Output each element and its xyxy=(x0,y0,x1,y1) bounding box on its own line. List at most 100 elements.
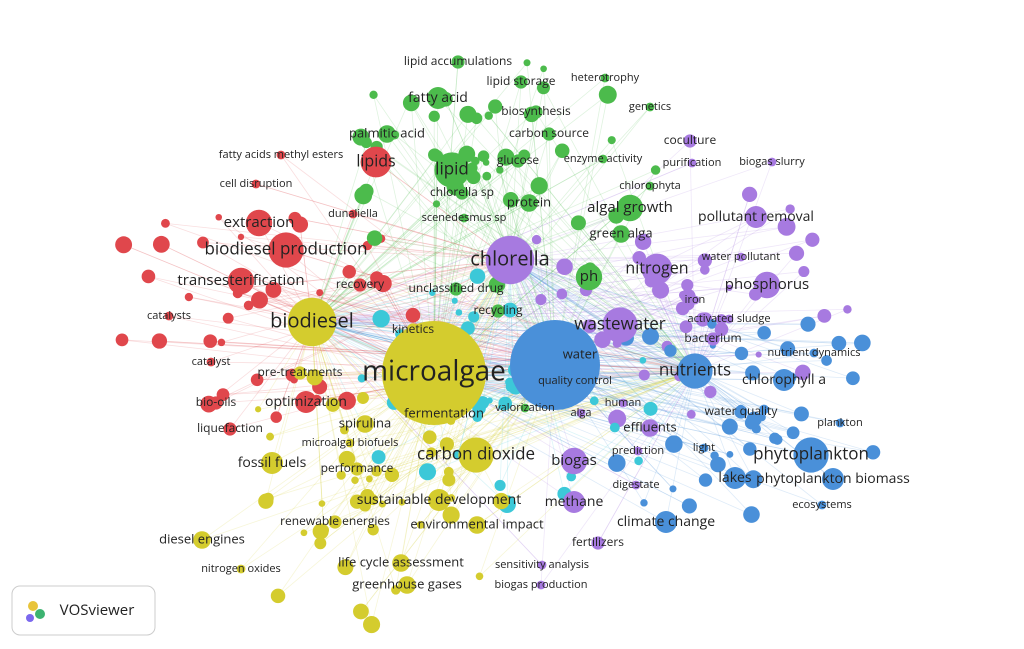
node xyxy=(540,65,547,73)
node xyxy=(683,134,697,148)
node xyxy=(405,307,421,323)
edge xyxy=(494,106,511,261)
node xyxy=(514,75,528,89)
logo-text: VOSviewer xyxy=(60,600,135,620)
edge xyxy=(578,222,696,372)
node-label: microalgal biofuels xyxy=(302,435,399,450)
edge xyxy=(445,99,556,363)
edge xyxy=(237,292,556,363)
node-label: liquefaction xyxy=(197,419,263,436)
node xyxy=(432,200,441,208)
edge xyxy=(255,183,511,261)
node xyxy=(482,171,492,181)
node xyxy=(237,233,245,241)
node xyxy=(726,284,733,291)
edge xyxy=(433,371,803,376)
node xyxy=(337,391,356,410)
node xyxy=(710,451,719,460)
edge xyxy=(360,361,556,612)
edge xyxy=(311,321,379,458)
edge xyxy=(321,370,696,504)
node xyxy=(265,283,275,293)
edge xyxy=(240,361,556,570)
edge xyxy=(311,309,848,323)
edge xyxy=(273,289,696,372)
node xyxy=(416,520,425,529)
node xyxy=(560,447,588,475)
node xyxy=(378,500,386,508)
edge xyxy=(299,370,696,374)
node-label: chlorella sp xyxy=(430,183,494,200)
node xyxy=(488,99,503,114)
node xyxy=(652,281,670,299)
edge xyxy=(311,169,656,323)
node-label: coculture xyxy=(664,131,717,148)
node-label: recycling xyxy=(473,301,523,318)
node xyxy=(245,209,273,237)
edge xyxy=(311,155,525,323)
node xyxy=(846,371,860,386)
node xyxy=(795,364,811,381)
edge xyxy=(585,289,696,372)
edge xyxy=(311,321,432,453)
edge xyxy=(346,370,696,460)
edge xyxy=(168,315,556,363)
node xyxy=(485,235,535,285)
node xyxy=(809,348,819,358)
node xyxy=(785,204,795,214)
node xyxy=(206,357,216,367)
edge xyxy=(311,275,478,323)
node-label: fertilizers xyxy=(572,533,624,550)
edge xyxy=(210,259,511,363)
node-label: methane xyxy=(545,492,604,511)
edge xyxy=(311,158,604,323)
edge xyxy=(457,259,511,455)
node xyxy=(372,310,390,328)
node-label: algal growth xyxy=(587,197,673,217)
node xyxy=(753,271,781,299)
node xyxy=(707,319,717,329)
edge xyxy=(311,161,773,323)
edge xyxy=(311,202,530,323)
edge xyxy=(433,315,825,376)
edge xyxy=(240,236,696,372)
edge xyxy=(356,370,696,470)
edge xyxy=(554,208,791,363)
node xyxy=(745,365,761,381)
node-label: carbon source xyxy=(509,124,589,141)
edge xyxy=(540,370,696,586)
node-label: alga xyxy=(571,405,592,420)
node xyxy=(687,158,697,168)
edge xyxy=(121,339,435,376)
node xyxy=(255,406,262,413)
node xyxy=(641,419,659,437)
node xyxy=(721,418,738,435)
node-label: ecosystems xyxy=(792,497,852,512)
edge xyxy=(210,340,556,363)
node xyxy=(798,266,810,278)
node xyxy=(835,418,845,428)
node xyxy=(418,463,437,481)
node xyxy=(357,374,366,383)
node xyxy=(759,404,769,415)
node xyxy=(382,321,486,425)
logo-box[interactable]: VOSviewer xyxy=(11,585,156,636)
node xyxy=(484,111,493,120)
edge xyxy=(433,140,691,376)
node-label: fatty acid xyxy=(408,88,468,107)
node xyxy=(831,335,847,351)
node xyxy=(352,128,370,146)
node xyxy=(556,288,568,300)
node xyxy=(300,529,308,537)
node xyxy=(554,143,570,158)
node-label: biodiesel xyxy=(270,306,354,333)
node xyxy=(743,506,760,523)
edge xyxy=(201,370,696,541)
node xyxy=(353,603,369,620)
node xyxy=(788,245,805,261)
node xyxy=(141,269,156,284)
node-label: bio-oils xyxy=(196,393,237,410)
node xyxy=(359,499,371,512)
edge xyxy=(236,273,556,363)
node xyxy=(665,435,683,453)
